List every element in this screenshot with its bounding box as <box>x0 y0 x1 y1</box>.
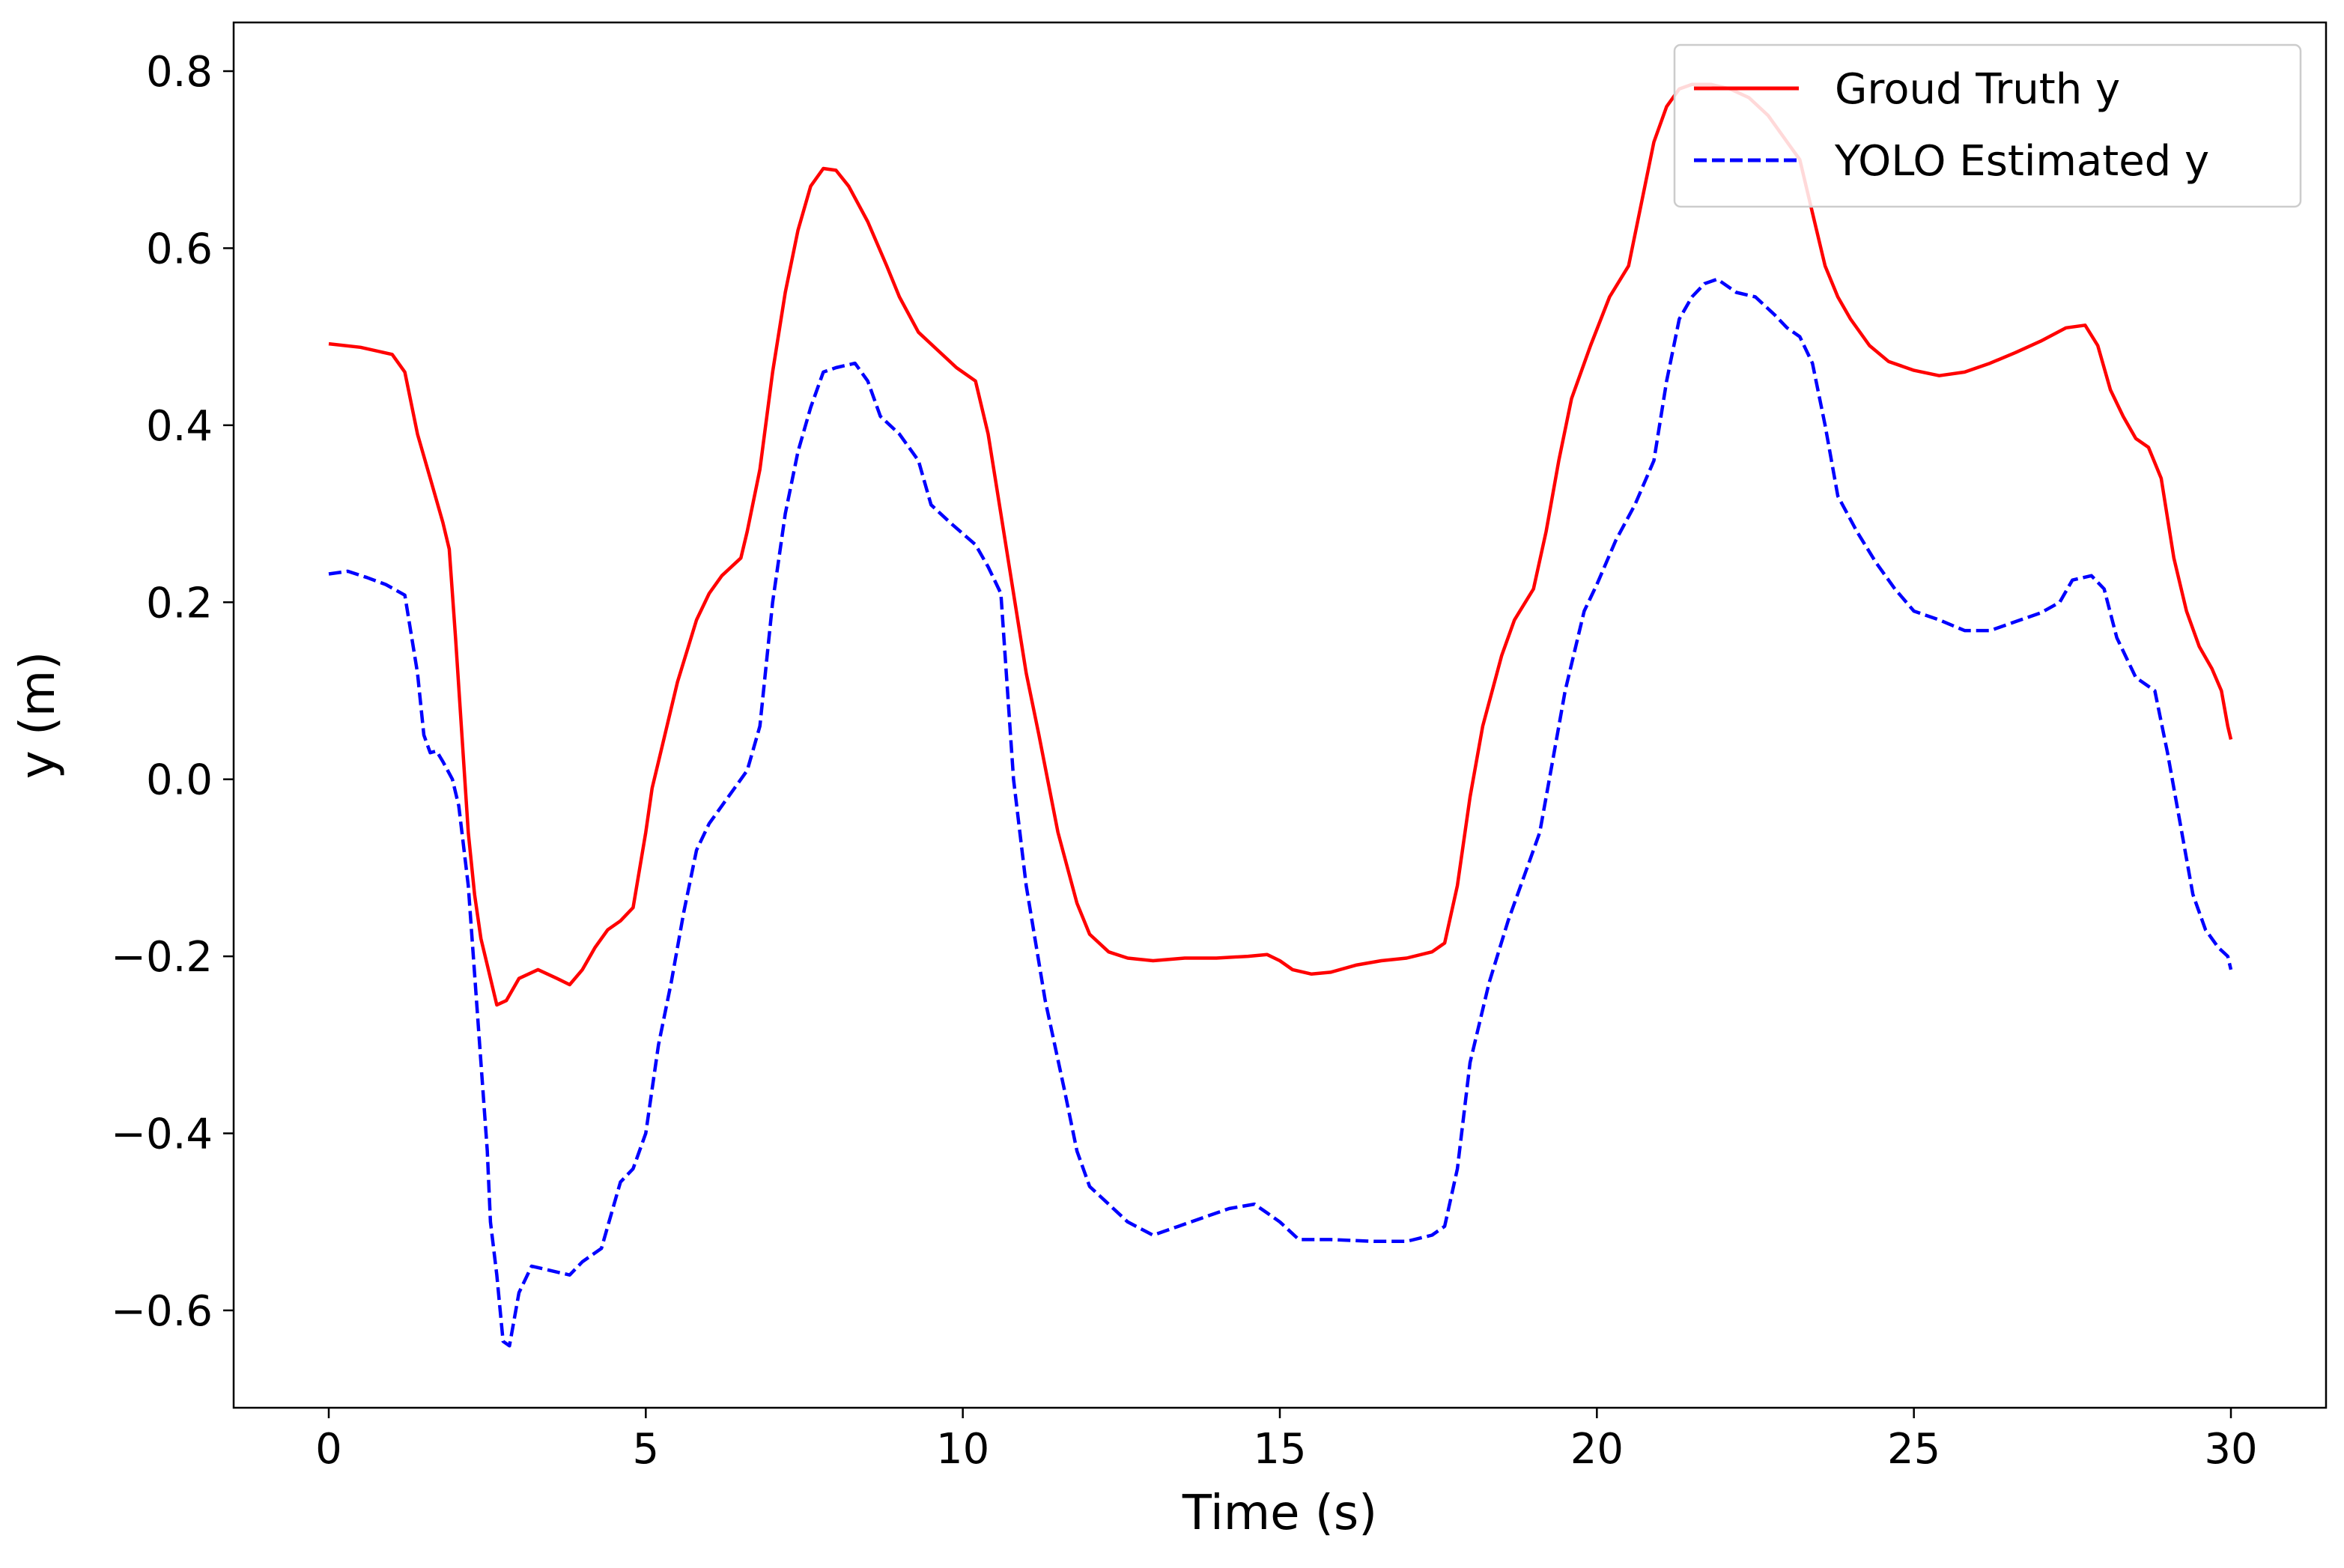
series-line-yolo-estimated <box>328 277 2233 1348</box>
x-tick-label: 20 <box>1570 1425 1624 1474</box>
y-tick-label: 0.2 <box>146 579 213 627</box>
legend-label-ground-truth: Groud Truth y <box>1835 65 2120 114</box>
x-tick-label: 0 <box>315 1425 342 1474</box>
y-tick-label: 0.6 <box>146 225 213 273</box>
x-tick-label: 30 <box>2204 1425 2257 1474</box>
y-tick-label: −0.6 <box>111 1287 213 1336</box>
legend: Groud Truth y YOLO Estimated y <box>1673 43 2302 208</box>
x-tick-label: 25 <box>1887 1425 1940 1474</box>
y-tick-label: 0.8 <box>146 48 213 97</box>
series-layer <box>328 82 2233 1348</box>
y-tick-label: 0.0 <box>146 756 213 805</box>
x-axis: 0 5 10 15 20 25 30 <box>315 1408 2258 1474</box>
y-axis: −0.6 −0.4 −0.2 0.0 0.2 0.4 0.6 0.8 <box>111 48 234 1336</box>
y-axis-label: y (m) <box>10 651 66 780</box>
legend-entry-yolo-estimated: YOLO Estimated y <box>1694 137 2209 186</box>
x-tick-label: 15 <box>1253 1425 1306 1474</box>
series-line-ground-truth <box>328 82 2233 1007</box>
legend-box <box>1673 43 2302 208</box>
y-tick-label: 0.4 <box>146 402 213 451</box>
y-tick-label: −0.4 <box>111 1110 213 1159</box>
x-tick-label: 10 <box>936 1425 989 1474</box>
legend-entry-ground-truth: Groud Truth y <box>1694 65 2120 114</box>
x-tick-label: 5 <box>633 1425 660 1474</box>
y-tick-label: −0.2 <box>111 933 213 982</box>
x-axis-label: Time (s) <box>1182 1486 1377 1541</box>
legend-label-yolo-estimated: YOLO Estimated y <box>1834 137 2209 186</box>
